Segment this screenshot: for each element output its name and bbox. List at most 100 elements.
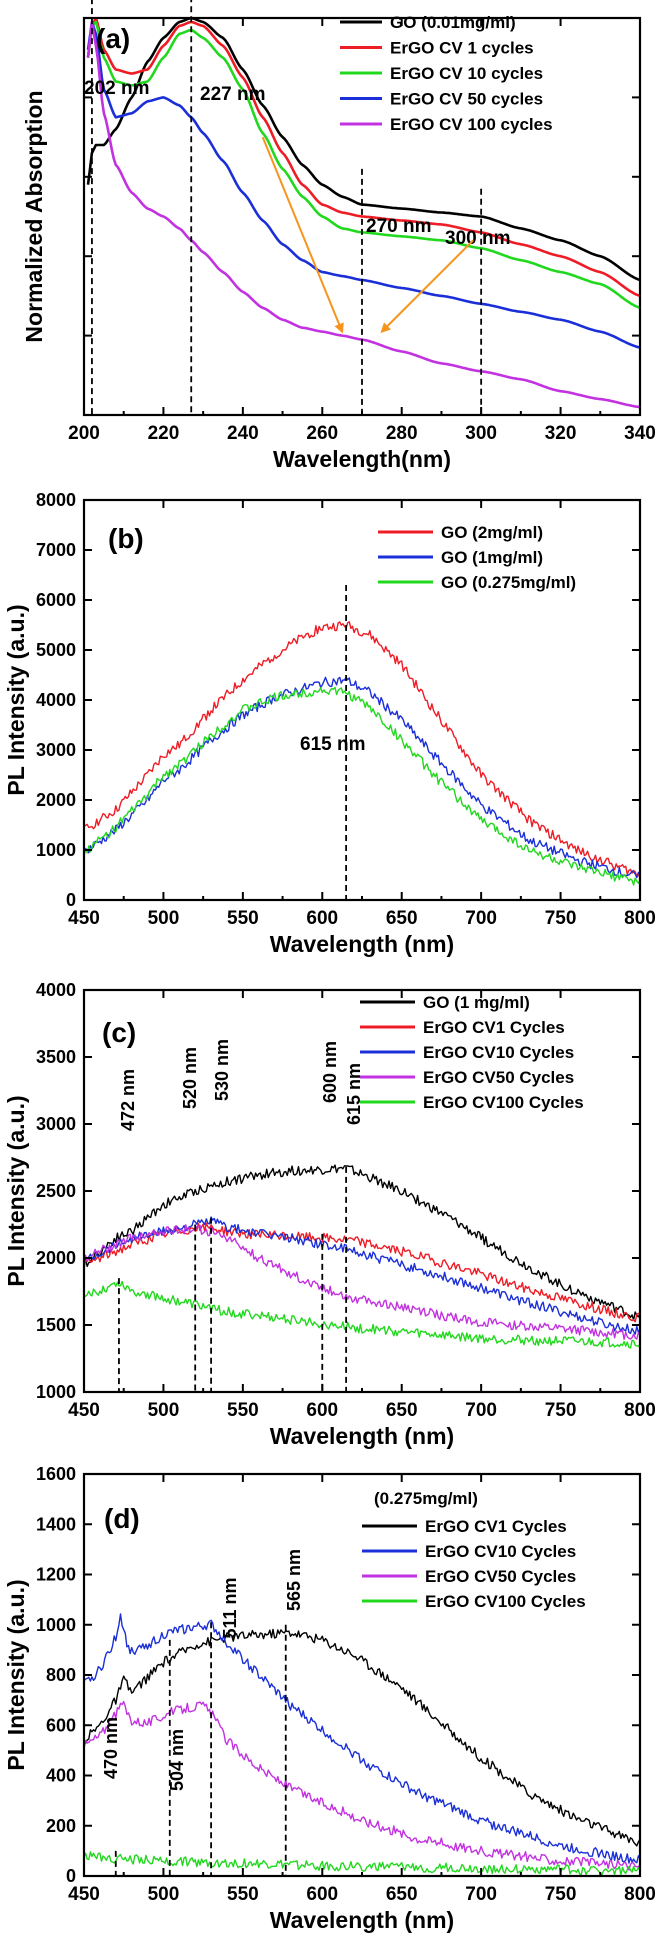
x-tick-label: 750 (545, 908, 577, 929)
x-tick-label: 700 (465, 1884, 497, 1905)
x-tick-label: 500 (148, 1884, 180, 1905)
series-line-c-4 (84, 1280, 640, 1349)
x-tick-label: 750 (545, 1400, 577, 1421)
legend-title: (0.275mg/ml) (374, 1489, 478, 1508)
y-tick-label: 3000 (36, 740, 76, 760)
legend-entry: ErGO CV 50 cycles (390, 90, 543, 109)
y-tick-label: 1500 (36, 1315, 76, 1335)
series-group (84, 621, 640, 886)
x-tick-label: 550 (227, 908, 259, 929)
y-axis-label: PL Intensity (a.u.) (3, 1579, 29, 1770)
panel-label: (d) (104, 1503, 140, 1534)
y-tick-label: 4000 (36, 690, 76, 710)
y-tick-label: 1600 (36, 1464, 76, 1484)
chart-panel-c: 472 nm 520 nm 530 nm 600 nm 615 nm 450 500 550 6… (3, 980, 656, 1449)
series-group (86, 18, 640, 409)
y-tick-label: 6000 (36, 590, 76, 610)
legend-entry: GO (1mg/ml) (441, 548, 543, 567)
peak-label-d-2: 511 nm (220, 1577, 240, 1638)
x-tick-label: 450 (68, 1400, 100, 1421)
y-tick-label: 1400 (36, 1514, 76, 1534)
y-tick-label: 4000 (36, 980, 76, 1000)
peak-label-c-0: 472 nm (118, 1069, 138, 1131)
x-tick-label: 200 (68, 423, 100, 444)
series-line-a-4 (86, 20, 640, 409)
x-axis-label: Wavelength(nm) (273, 446, 451, 472)
peak-label-a-2: 270 nm (366, 216, 431, 237)
y-tick-label: 800 (46, 1665, 76, 1685)
legend-entry: ErGO CV1 Cycles (425, 1517, 567, 1536)
x-tick-label: 800 (624, 1884, 656, 1905)
y-tick-label: 1000 (36, 840, 76, 860)
legend-entry: ErGO CV50 Cycles (423, 1068, 574, 1087)
y-tick-label: 600 (46, 1715, 76, 1735)
series-line-b-1 (84, 676, 640, 879)
x-tick-label: 260 (306, 423, 338, 444)
series-group (84, 1613, 640, 1876)
x-axis-label: Wavelength (nm) (270, 1907, 454, 1933)
y-tick-label: 200 (46, 1816, 76, 1836)
peak-label-a-1: 227 nm (200, 84, 265, 105)
y-tick-label: 400 (46, 1766, 76, 1786)
peak-label-d-1: 504 nm (167, 1729, 187, 1791)
y-tick-label: 1000 (36, 1615, 76, 1635)
y-tick-label: 0 (66, 890, 76, 910)
y-tick-label: 1200 (36, 1565, 76, 1585)
peak-label-a-3: 300 nm (445, 228, 510, 249)
peak-label-d-3: 565 nm (284, 1549, 304, 1611)
peak-label-c-1: 520 nm (180, 1047, 200, 1109)
legend: GO (2mg/ml) GO (1mg/ml) GO (0.275mg/ml) (378, 523, 576, 592)
y-tick-label: 7000 (36, 540, 76, 560)
peak-label-a-0: 202 nm (84, 78, 149, 99)
y-tick-label: 5000 (36, 640, 76, 660)
y-axis-label: PL Intensity (a.u.) (3, 604, 29, 795)
x-tick-label: 500 (148, 1400, 180, 1421)
peak-label-c-3: 600 nm (320, 1041, 340, 1103)
legend: (0.275mg/ml) ErGO CV1 Cycles ErGO CV10 Cyc… (362, 1489, 586, 1611)
series-line-b-0 (84, 621, 640, 880)
legend-entry: ErGO CV 10 cycles (390, 64, 543, 83)
x-tick-label: 800 (624, 1400, 656, 1421)
x-tick-label: 600 (306, 1884, 338, 1905)
x-tick-label: 550 (227, 1884, 259, 1905)
series-line-c-0 (84, 1164, 640, 1321)
x-tick-label: 280 (386, 423, 418, 444)
legend-entry: GO (2mg/ml) (441, 523, 543, 542)
legend-entry: GO (1 mg/ml) (423, 993, 530, 1012)
peak-label-d-0: 470 nm (101, 1717, 121, 1779)
x-tick-label: 340 (624, 423, 656, 444)
chart-panel-d: 470 nm 504 nm 511 nm 565 nm 450 500 550 600 650 7… (3, 1464, 656, 1933)
x-tick-label: 240 (227, 423, 259, 444)
legend: GO (1 mg/ml) ErGO CV1 Cycles ErGO CV10 Cyc… (360, 993, 584, 1112)
x-tick-label: 300 (465, 423, 497, 444)
x-tick-label: 700 (465, 908, 497, 929)
y-tick-label: 2500 (36, 1181, 76, 1201)
x-tick-label: 600 (306, 908, 338, 929)
x-tick-label: 550 (227, 1400, 259, 1421)
arrow-a-0 (261, 136, 344, 334)
x-tick-label: 750 (545, 1884, 577, 1905)
x-tick-label: 600 (306, 1400, 338, 1421)
peak-label-b-0: 615 nm (300, 734, 365, 755)
series-line-a-1 (86, 18, 640, 298)
legend-entry: ErGO CV1 Cycles (423, 1018, 565, 1037)
legend-entry: ErGO CV 100 cycles (390, 115, 553, 134)
x-tick-label: 700 (465, 1400, 497, 1421)
x-tick-label: 800 (624, 908, 656, 929)
x-tick-label: 650 (386, 908, 418, 929)
y-tick-label: 0 (66, 1866, 76, 1886)
series-line-a-2 (86, 20, 640, 310)
x-tick-label: 650 (386, 1884, 418, 1905)
x-tick-label: 320 (545, 423, 577, 444)
legend-entry: ErGO CV10 Cycles (425, 1542, 576, 1561)
series-line-a-3 (86, 20, 640, 349)
legend-entry: GO (0.275mg/ml) (441, 573, 576, 592)
x-tick-label: 650 (386, 1400, 418, 1421)
y-tick-label: 2000 (36, 1248, 76, 1268)
series-line-b-2 (84, 686, 640, 886)
y-axis-label: PL Intensity (a.u.) (3, 1095, 29, 1286)
legend-entry: ErGO CV100 Cycles (423, 1093, 584, 1112)
peak-label-c-4: 615 nm (344, 1063, 364, 1125)
